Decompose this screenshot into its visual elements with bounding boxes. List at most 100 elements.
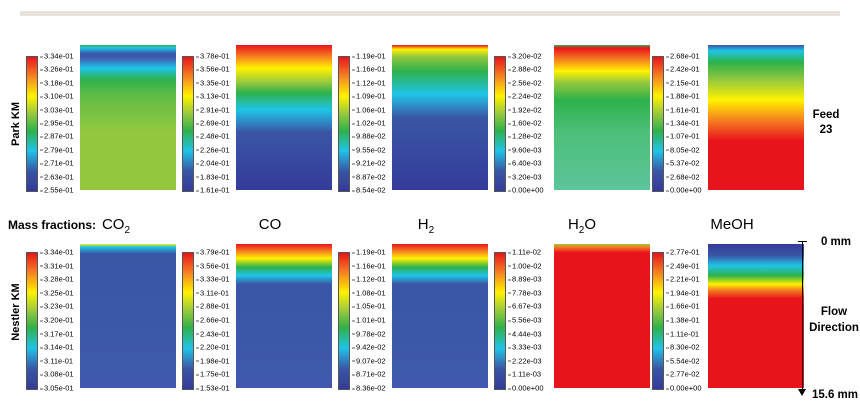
bottom-mm-label: 15.6 mm [811,389,859,401]
colorbar-tick-label: 1.06e-01 [352,105,386,115]
contour-field [708,45,804,190]
colorbar-tick-label: 8.30e-02 [666,342,700,352]
colorbar [494,252,506,390]
colorbar-tick-label: 1.07e-01 [666,131,700,141]
contour-field [392,45,488,190]
row-label-nestler: Nestler KM [10,283,22,341]
colorbar-tick-label: 3.11e-01 [39,356,74,366]
colorbar-tick-label: 1.05e-01 [352,301,386,311]
colorbar-tick-label: 5.37e-02 [666,158,700,168]
colorbar-tick-label: 1.08e-01 [352,288,386,298]
colorbar [338,56,350,192]
colorbar-tick-label: 2.68e-01 [666,51,700,61]
colorbar-tick-label: 3.26e-01 [40,64,74,74]
colorbar [182,252,194,390]
colorbar-tick-label: 2.21e-01 [666,274,700,284]
colorbar-tick-label: 1.16e-01 [352,261,386,271]
colorbar-tick-label: 1.11e-03 [507,369,542,379]
colorbar-tick-label: 1.01e-01 [352,315,386,325]
colorbar-tick-label: 3.31e-01 [40,261,74,271]
colorbar-tick-label: 0.00e+00 [508,383,544,393]
colorbar-tick-label: 2.43e-01 [196,329,230,339]
colorbar-tick-label: 8.05e-02 [666,145,700,155]
top-divider [20,11,840,16]
colorbar-tick-label: 2.42e-01 [666,64,700,74]
colorbar-tick-label: 8.71e-02 [352,369,386,379]
colorbar-tick-label: 2.95e-01 [40,118,74,128]
colorbar-tick-label: 9.42e-02 [352,342,386,352]
colorbar-tick-label: 1.66e-01 [666,301,700,311]
colorbar-tick-label: 2.71e-01 [40,158,74,168]
contour-field [708,244,804,388]
colorbar-tick-label: 3.14e-01 [40,342,74,352]
colorbar-tick-label: 3.05e-01 [40,383,74,393]
colorbar-tick-label: 3.56e-01 [196,64,230,74]
colorbar-tick-label: 3.20e-01 [40,315,74,325]
colorbar-tick-label: 3.34e-01 [40,247,74,257]
colorbar-tick-label: 0.00e+00 [666,383,702,393]
colorbar-tick-label: 2.87e-01 [40,131,74,141]
colorbar-tick-label: 2.66e-01 [196,315,230,325]
colorbar-tick-label: 1.02e-01 [352,118,386,128]
colorbar-tick-label: 8.54e-02 [352,185,386,195]
colorbar-tick-label: 1.28e-02 [508,131,542,141]
contour-field [236,244,332,388]
colorbar-tick-label: 4.44e-03 [508,329,542,339]
colorbar-tick-label: 2.88e-02 [508,64,542,74]
colorbar-tick-label: 2.79e-01 [40,145,74,155]
colorbar-tick-label: 3.33e-01 [196,274,230,284]
colorbar-tick-label: 1.61e-01 [666,105,700,115]
colorbar-tick-label: 3.56e-01 [196,261,230,271]
colorbar-tick-label: 3.10e-01 [40,91,74,101]
feed-label: Feed 23 [812,109,840,136]
colorbar-tick-label: 6.67e-03 [508,301,542,311]
colorbar-tick-label: 2.15e-01 [666,78,700,88]
top-mm-label: 0 mm [820,236,852,248]
colorbar-tick-label: 5.56e-03 [508,315,542,325]
colorbar-tick-label: 1.92e-02 [508,105,542,115]
colorbar-tick-label: 3.20e-03 [508,172,542,182]
colorbar-tick-label: 8.87e-02 [352,172,386,182]
colorbar-tick-label: 1.60e-02 [508,118,542,128]
colorbar-tick-label: 3.79e-01 [196,247,230,257]
colorbar-tick-label: 3.20e-02 [508,51,542,61]
colorbar-tick-label: 9.60e-03 [508,145,542,155]
flow-direction-label: Flow Direction [809,306,859,334]
colorbar-tick-label: 3.13e-01 [196,91,230,101]
colorbar-tick-label: 2.77e-01 [666,247,700,257]
colorbar-tick-label: 1.75e-01 [196,369,230,379]
colorbar-tick-label: 3.08e-01 [40,369,74,379]
species-co2: CO2 [101,216,131,236]
colorbar-tick-label: 1.61e-01 [196,185,230,195]
colorbar-tick-label: 1.11e-02 [507,247,542,257]
colorbar-tick-label: 1.34e-01 [666,118,700,128]
colorbar [182,56,194,192]
colorbar-tick-label: 5.54e-02 [666,356,700,366]
colorbar-tick-label: 1.94e-01 [666,288,700,298]
colorbar [652,56,664,192]
species-h2o: H2O [567,216,597,236]
colorbar-tick-label: 1.19e-01 [352,247,386,257]
colorbar-tick-label: 9.07e-02 [352,356,386,366]
colorbar-tick-label: 2.69e-01 [196,118,230,128]
colorbar-tick-label: 1.12e-01 [352,274,386,284]
colorbar-tick-label: 3.28e-01 [40,274,74,284]
colorbar-tick-label: 1.11e-01 [665,329,700,339]
colorbar [338,252,350,390]
colorbar-tick-label: 9.21e-02 [352,158,386,168]
species-meoh: MeOH [710,216,754,233]
colorbar-tick-label: 8.89e-03 [508,274,542,284]
row-label-park: Park KM [10,101,22,147]
colorbar-tick-label: 3.25e-01 [40,288,74,298]
colorbar-tick-label: 2.24e-02 [508,91,542,101]
colorbar-tick-label: 1.09e-01 [352,91,386,101]
colorbar-tick-label: 0.00e+00 [666,185,702,195]
colorbar-tick-label: 2.91e-01 [196,105,230,115]
contour-field [80,45,176,190]
colorbar-tick-label: 1.98e-01 [196,356,230,366]
colorbar-tick-label: 3.11e-01 [195,288,230,298]
colorbar-tick-label: 2.04e-01 [196,158,230,168]
colorbar-tick-label: 1.12e-01 [352,78,386,88]
contour-field [392,244,488,388]
contour-field [80,244,176,388]
